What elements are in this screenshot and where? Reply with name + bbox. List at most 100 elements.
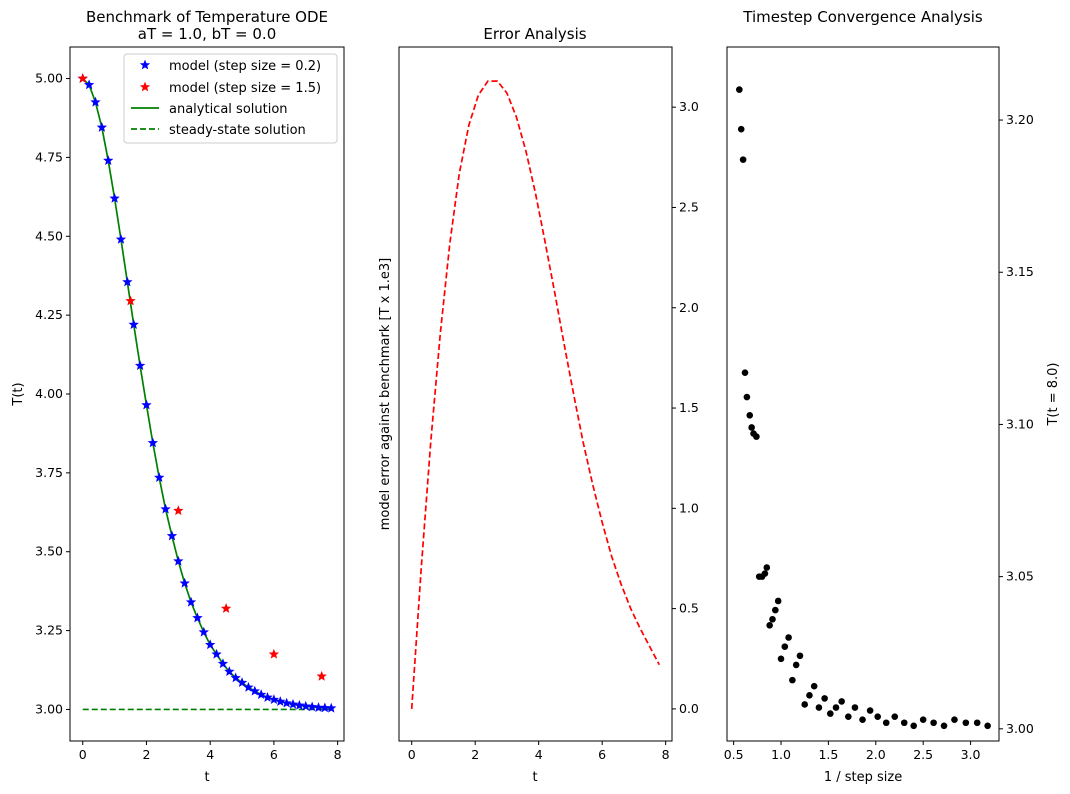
data-point-star	[141, 399, 152, 410]
data-point-star	[125, 295, 136, 306]
legend-marker-model-step-1.5	[139, 81, 151, 92]
x-tick-label: 0	[408, 747, 416, 762]
y-tick-label: 1.0	[679, 500, 699, 515]
error-axes-frame	[398, 46, 673, 742]
data-point-dot	[746, 412, 754, 419]
series-line	[410, 80, 661, 709]
y-tick-label: 3.75	[35, 465, 63, 480]
error-x-axis-label: t	[532, 770, 537, 785]
x-tick-label: 2	[142, 747, 150, 762]
data-point-dot	[801, 701, 809, 708]
data-point-dot	[766, 622, 773, 629]
data-point-star	[306, 701, 318, 712]
data-point-star	[268, 694, 280, 705]
data-point-dot	[910, 722, 917, 730]
data-point-star	[224, 666, 235, 676]
x-tick-label: 2	[471, 747, 479, 762]
legend-label-model-step-1.5: model (step size = 1.5)	[169, 81, 321, 96]
y-tick-label: 5.00	[35, 71, 63, 86]
data-point-dot	[741, 369, 749, 376]
data-point-star	[281, 697, 292, 708]
data-point-star	[313, 702, 324, 712]
y-tick-label: 3.0	[679, 99, 699, 114]
data-point-dot	[874, 713, 881, 720]
data-point-dot	[838, 698, 845, 705]
x-tick-label: 1.5	[818, 747, 838, 762]
data-point-star	[262, 692, 273, 702]
data-point-star	[147, 437, 158, 448]
data-point-dot	[737, 125, 745, 133]
data-point-star	[249, 685, 260, 696]
data-point-dot	[792, 661, 800, 669]
data-point-dot	[859, 716, 866, 723]
x-tick-label: 2.0	[866, 747, 886, 762]
legend-star-icon	[139, 81, 151, 92]
convergence-x-axis-label: 1 / step size	[824, 770, 902, 785]
data-point-star	[134, 360, 146, 370]
data-point-star	[192, 612, 203, 623]
benchmark-panel: Benchmark of Temperature ODE aT = 1.0, b…	[11, 8, 345, 785]
convergence-plot-area	[736, 86, 991, 730]
data-point-star	[268, 648, 280, 659]
x-tick-label: 4	[206, 747, 214, 762]
data-point-dot	[940, 722, 948, 730]
benchmark-ticks: 0 2 4 6 8 3.00 3.25 3.50 3.75 4.00 4.25 4.50 4.75 5.0…	[35, 71, 341, 762]
data-point-star	[217, 658, 229, 669]
data-point-dot	[753, 433, 760, 440]
data-point-dot	[821, 695, 828, 702]
legend-star-icon	[139, 59, 151, 70]
data-point-dot	[736, 86, 743, 93]
data-point-star	[185, 596, 197, 607]
data-point-star	[96, 122, 108, 132]
data-point-dot	[796, 652, 804, 660]
y-tick-label: 3.10	[1006, 416, 1034, 431]
data-point-star	[275, 696, 286, 706]
y-tick-label: 3.15	[1006, 264, 1034, 279]
benchmark-subtitle: aT = 1.0, bT = 0.0	[138, 25, 277, 43]
legend-box	[123, 53, 338, 144]
data-point-dot	[973, 719, 981, 727]
data-point-star	[211, 648, 222, 659]
convergence-ticks: 0.5 1.0 1.5 2.0 2.5 3.0 3.00 3.05 3.10 3.15 3.20	[724, 112, 1034, 762]
data-point-dot	[845, 713, 852, 720]
data-point-star	[154, 472, 165, 482]
data-point-star	[103, 155, 114, 165]
data-point-dot	[789, 676, 796, 684]
data-point-dot	[761, 570, 769, 577]
error-y-axis-label: model error against benchmark [T x 1.e3]	[378, 258, 393, 530]
legend-label-steady-state: steady-state solution	[169, 123, 306, 138]
data-point-dot	[810, 682, 818, 690]
convergence-axes-frame	[726, 46, 1000, 742]
x-tick-label: 8	[662, 747, 670, 762]
x-tick-label: 2.5	[913, 747, 933, 762]
y-tick-label: 3.00	[35, 701, 63, 716]
data-point-dot	[815, 704, 823, 711]
data-point-star	[166, 530, 178, 541]
data-point-star	[128, 319, 139, 329]
y-tick-label: 3.05	[1006, 569, 1034, 584]
data-point-star	[256, 689, 267, 700]
data-point-star	[83, 79, 95, 90]
data-point-star	[109, 193, 120, 203]
y-tick-label: 4.00	[35, 386, 63, 401]
data-point-star	[115, 234, 127, 244]
convergence-y-axis-label: T(t = 8.0)	[1046, 362, 1061, 426]
y-tick-label: 3.25	[35, 623, 63, 638]
data-point-star	[173, 555, 184, 566]
data-point-dot	[866, 707, 874, 714]
data-point-dot	[774, 597, 782, 605]
y-tick-label: 3.20	[1006, 112, 1034, 127]
benchmark-y-axis-label: T(t)	[11, 382, 26, 406]
y-tick-label: 2.0	[679, 300, 699, 315]
data-point-star	[230, 672, 241, 683]
data-point-star	[300, 700, 311, 711]
data-point-dot	[919, 716, 927, 723]
error-plot-area	[410, 80, 661, 709]
data-point-dot	[962, 719, 970, 727]
data-point-dot	[851, 704, 859, 711]
data-point-dot	[891, 713, 899, 720]
data-point-star	[198, 626, 209, 637]
data-point-dot	[930, 719, 937, 727]
data-point-dot	[743, 393, 751, 401]
